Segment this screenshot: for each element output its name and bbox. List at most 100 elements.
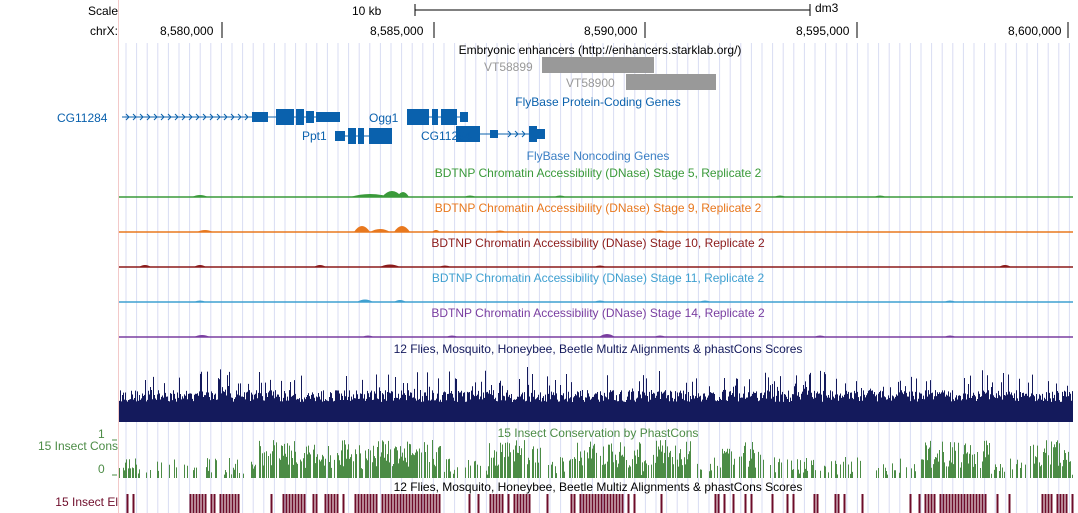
strand-arrow bbox=[139, 113, 144, 121]
dnase-track-title[interactable]: BDTNP Chromatin Accessibility (DNase) St… bbox=[434, 201, 762, 215]
dnase-peak bbox=[439, 265, 451, 267]
dnase-peak bbox=[362, 335, 374, 337]
dnase-peak bbox=[594, 300, 606, 302]
position-label: 8,590,000 bbox=[584, 24, 638, 38]
dnase-peak bbox=[357, 299, 373, 302]
dnase-peak bbox=[370, 229, 390, 232]
dnase-peak bbox=[139, 265, 151, 267]
gene-ppt1-exon bbox=[335, 131, 345, 141]
dnase-peak bbox=[397, 192, 409, 197]
dnase-peak bbox=[194, 300, 206, 302]
enhancers-track-title[interactable]: Embryonic enhancers (http://enhancers.st… bbox=[458, 43, 742, 57]
enhancer-block bbox=[542, 57, 654, 73]
gene-cg11294-exon bbox=[490, 130, 498, 138]
gene-label-ppt1[interactable]: Ppt1 bbox=[302, 129, 327, 143]
dnase-peak bbox=[599, 334, 615, 337]
insect-cons-wiggle bbox=[119, 440, 1073, 478]
multiz-track-title[interactable]: 12 Flies, Mosquito, Honeybee, Beetle Mul… bbox=[393, 342, 803, 356]
position-label: 8,600,000 bbox=[1008, 24, 1062, 38]
dnase-peak bbox=[999, 265, 1011, 267]
insect-el-track-title[interactable]: 12 Flies, Mosquito, Honeybee, Beetle Mul… bbox=[393, 480, 803, 494]
strand-arrow bbox=[202, 113, 207, 121]
insect-cons-track-title[interactable]: 15 Insect Conservation by PhastCons bbox=[497, 426, 699, 440]
gene-ogg1-exon bbox=[407, 109, 429, 125]
insect-el-side-label[interactable]: 15 Insect El bbox=[55, 495, 118, 509]
dnase-peak bbox=[654, 230, 666, 232]
dnase-peak bbox=[654, 335, 666, 337]
strand-arrow bbox=[181, 113, 186, 121]
strand-arrow bbox=[514, 130, 519, 138]
dnase-peak bbox=[432, 230, 440, 232]
insect-cons-min-label: 0 bbox=[98, 462, 105, 476]
strand-arrow bbox=[521, 130, 526, 138]
strand-arrow bbox=[153, 113, 158, 121]
dnase-peak bbox=[314, 265, 326, 267]
dnase-track-title[interactable]: BDTNP Chromatin Accessibility (DNase) St… bbox=[434, 166, 762, 180]
gene-ppt1-exon bbox=[358, 128, 364, 144]
gene-label-cg11294[interactable]: CG11294 bbox=[421, 129, 472, 143]
dnase-peak bbox=[194, 335, 210, 337]
gene-cg11294-exon bbox=[529, 126, 537, 142]
strand-arrow bbox=[216, 113, 221, 121]
strand-arrow bbox=[230, 113, 235, 121]
assembly-label: dm3 bbox=[815, 1, 839, 15]
dnase-peak bbox=[774, 195, 786, 197]
strand-arrow bbox=[160, 113, 165, 121]
enhancer-block bbox=[626, 74, 716, 90]
dnase-track-title[interactable]: BDTNP Chromatin Accessibility (DNase) St… bbox=[431, 306, 765, 320]
gene-ogg1-exon bbox=[432, 109, 438, 125]
dnase-peak bbox=[446, 335, 458, 337]
scale-bar-label: 10 kb bbox=[352, 4, 382, 18]
strand-arrow bbox=[209, 113, 214, 121]
flybase-noncoding-track-title[interactable]: FlyBase Noncoding Genes bbox=[526, 149, 670, 163]
dnase-peak bbox=[554, 195, 566, 197]
enhancer-label[interactable]: VT58900 bbox=[566, 76, 615, 90]
strand-arrow bbox=[188, 113, 193, 121]
position-label: 8,595,000 bbox=[796, 24, 850, 38]
gene-cg11284-exon bbox=[296, 109, 304, 125]
strand-arrow bbox=[195, 113, 200, 121]
gene-cg11284-exon bbox=[276, 109, 294, 125]
dnase-peak bbox=[197, 230, 213, 232]
position-label: 8,580,000 bbox=[160, 24, 214, 38]
dnase-peak bbox=[699, 300, 711, 302]
position-label: 8,585,000 bbox=[370, 24, 424, 38]
gene-cg11284-exon bbox=[316, 112, 340, 122]
enhancer-label[interactable]: VT58899 bbox=[484, 60, 533, 74]
gene-label-ogg1[interactable]: Ogg1 bbox=[369, 111, 399, 125]
scale-label: Scale bbox=[87, 4, 118, 18]
strand-arrow bbox=[132, 113, 137, 121]
dnase-track-title[interactable]: BDTNP Chromatin Accessibility (DNase) St… bbox=[431, 236, 765, 250]
flybase-coding-track-title[interactable]: FlyBase Protein-Coding Genes bbox=[515, 95, 681, 109]
gene-cg11284-exon bbox=[306, 111, 314, 123]
dnase-peak bbox=[814, 335, 826, 337]
dnase-peak bbox=[350, 194, 390, 197]
strand-arrow bbox=[125, 113, 130, 121]
gene-ppt1-exon bbox=[348, 128, 356, 144]
strand-arrow bbox=[237, 113, 242, 121]
strand-arrow bbox=[244, 113, 249, 121]
dnase-peak bbox=[464, 195, 476, 197]
strand-arrow bbox=[146, 113, 151, 121]
dnase-peak bbox=[494, 230, 506, 232]
dnase-peak bbox=[194, 265, 206, 267]
dnase-track-title[interactable]: BDTNP Chromatin Accessibility (DNase) St… bbox=[431, 271, 765, 285]
gene-cg11294-exon bbox=[537, 129, 545, 139]
dnase-peak bbox=[192, 195, 208, 197]
gene-label-cg11284[interactable]: CG11284 bbox=[57, 111, 108, 125]
dnase-peak bbox=[394, 300, 406, 302]
chrom-label: chrX: bbox=[89, 24, 118, 38]
strand-arrow bbox=[507, 130, 512, 138]
gene-ppt1-exon bbox=[369, 128, 392, 144]
multiz-histogram bbox=[119, 367, 1073, 422]
dnase-peak bbox=[944, 300, 956, 302]
strand-arrow bbox=[167, 113, 172, 121]
gene-ogg1-exon bbox=[460, 112, 468, 122]
strand-arrow bbox=[223, 113, 228, 121]
dnase-peak bbox=[382, 191, 402, 197]
gene-ogg1-exon bbox=[441, 109, 457, 125]
insect-cons-side-label[interactable]: 15 Insect Cons bbox=[37, 439, 118, 453]
insect-cons-max-label: 1 bbox=[98, 427, 105, 441]
